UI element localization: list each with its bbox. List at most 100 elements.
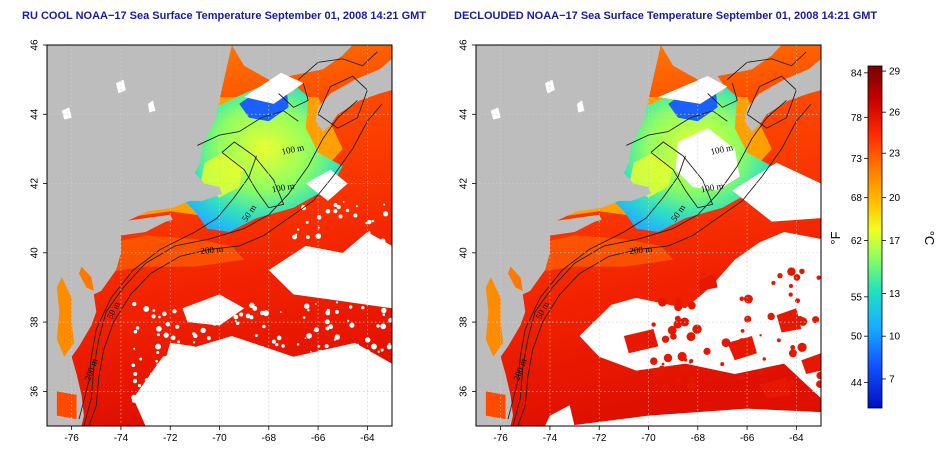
cloud-speck xyxy=(337,381,342,386)
f-tick-label: 44 xyxy=(851,378,863,389)
cloud-speck xyxy=(345,208,350,213)
cloud-speck xyxy=(173,422,180,426)
x-tick-label: -68 xyxy=(691,433,706,444)
cloud-speck xyxy=(386,369,390,372)
y-tick-label: 42 xyxy=(30,178,41,190)
cloud-speck xyxy=(174,389,179,394)
cloud-speck xyxy=(363,242,369,248)
sst-speck xyxy=(787,380,796,389)
cloud-speck xyxy=(263,310,270,317)
land-mass xyxy=(476,45,821,426)
cloud-speck xyxy=(275,386,282,392)
cloud-speck xyxy=(276,335,282,341)
cloud-speck xyxy=(321,381,328,387)
lake xyxy=(61,107,72,120)
y-tick-label: 38 xyxy=(459,316,470,328)
lake xyxy=(116,79,126,94)
cloud-speck xyxy=(194,418,198,422)
sst-speck xyxy=(812,316,820,324)
cloud-speck xyxy=(223,373,228,378)
cloud-speck xyxy=(381,307,387,314)
cloud-speck xyxy=(364,392,367,394)
cloud-speck xyxy=(154,386,158,390)
cloud-speck xyxy=(136,326,139,329)
sst-speck xyxy=(661,335,670,343)
cloud-speck xyxy=(209,420,215,425)
cloud-speck xyxy=(315,233,322,239)
cloud-patch xyxy=(133,335,392,426)
cloud-speck xyxy=(203,380,207,384)
cloud-speck xyxy=(371,343,377,350)
c-tick-label: 29 xyxy=(889,67,901,78)
x-tick-label: -72 xyxy=(163,433,178,444)
cloud-speck xyxy=(366,349,370,353)
cloud-speck xyxy=(380,369,383,373)
c-tick-label: 13 xyxy=(889,289,901,300)
cloud-speck xyxy=(234,320,237,323)
depth-contour xyxy=(83,100,358,426)
x-tick-label: -70 xyxy=(212,433,227,444)
cloud-speck xyxy=(325,310,331,316)
cloud-speck xyxy=(170,335,176,341)
sst-patch xyxy=(623,329,659,354)
cloud-speck xyxy=(153,416,156,419)
x-tick-label: -76 xyxy=(493,433,508,444)
cloud-speck xyxy=(338,214,343,219)
cloud-speck xyxy=(367,409,373,414)
cloud-speck xyxy=(259,368,264,373)
sst-speck xyxy=(744,315,752,323)
cloud-speck xyxy=(186,374,192,380)
depth-contour xyxy=(650,141,714,209)
cloud-speck xyxy=(252,386,258,393)
cloud-speck xyxy=(279,388,282,391)
x-tick-label: -64 xyxy=(360,433,375,444)
cloud-speck xyxy=(312,353,318,359)
cloud-speck xyxy=(257,416,260,419)
cloud-speck xyxy=(299,267,302,270)
cloud-patch xyxy=(658,76,728,104)
cloud-speck xyxy=(303,363,306,366)
cloud-speck xyxy=(254,334,258,337)
cloud-speck xyxy=(146,392,150,396)
depth-contour xyxy=(88,103,383,426)
sst-speck xyxy=(650,357,658,365)
f-tick-label: 62 xyxy=(851,236,863,247)
f-tick-label: 84 xyxy=(851,68,863,79)
cloud-patch xyxy=(675,128,740,191)
lake xyxy=(577,100,585,113)
y-tick-label: 38 xyxy=(30,316,41,328)
cloud-speck xyxy=(371,219,375,223)
cloud-speck xyxy=(278,397,283,402)
cloud-speck xyxy=(384,402,387,405)
cloud-speck xyxy=(382,313,386,316)
cloud-speck xyxy=(388,317,392,323)
sst-speck xyxy=(720,362,725,367)
cloud-speck xyxy=(152,421,157,426)
cloud-speck xyxy=(239,312,244,317)
y-tick-label: 44 xyxy=(30,108,41,120)
contour-label: 100 m xyxy=(700,181,724,195)
cloud-speck xyxy=(271,339,276,344)
cloud-speck xyxy=(282,407,288,412)
cloud-speck xyxy=(315,303,317,305)
cloud-speck xyxy=(383,211,389,217)
cloud-speck xyxy=(192,341,196,344)
cloud-patch xyxy=(732,162,821,222)
cloud-speck xyxy=(165,321,171,327)
c-tick-label: 7 xyxy=(889,374,895,385)
sst-speck xyxy=(797,342,807,353)
contour-label: 100 m xyxy=(281,142,305,157)
sst-speck xyxy=(798,317,808,326)
cloud-speck xyxy=(248,369,252,373)
cloud-speck xyxy=(190,386,195,391)
cloud-speck xyxy=(347,319,350,322)
cloud-speck xyxy=(327,350,333,356)
cloud-speck xyxy=(333,209,338,214)
cloud-speck xyxy=(211,319,218,326)
cloud-speck xyxy=(364,337,371,343)
cloud-speck xyxy=(175,324,180,329)
sst-patch xyxy=(759,377,792,399)
x-tick-label: -66 xyxy=(311,433,326,444)
sst-speck xyxy=(721,338,731,348)
